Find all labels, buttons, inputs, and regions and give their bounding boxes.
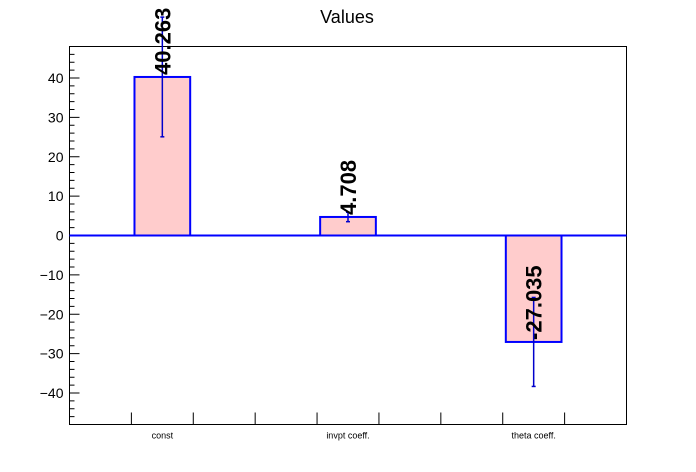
y-tick-label: −10 — [40, 267, 64, 283]
chart-title: Values — [320, 7, 374, 27]
value-label: 4.708 — [336, 160, 361, 215]
y-tick-label: −40 — [40, 385, 64, 401]
y-tick-label: 20 — [48, 149, 64, 165]
y-tick-label: 10 — [48, 188, 64, 204]
y-tick-label: 40 — [48, 70, 64, 86]
y-tick-label: −20 — [40, 306, 64, 322]
value-label: 40.263 — [150, 8, 175, 75]
y-axis: −40 −30 −20 −10 0 10 20 30 40 — [40, 46, 80, 425]
error-bars — [160, 16, 536, 388]
value-labels: 40.263 4.708 -27.035 — [150, 8, 546, 340]
x-tick-label: const — [152, 431, 174, 441]
y-tick-label: 0 — [56, 228, 64, 244]
x-tick-label: theta coeff. — [511, 431, 555, 441]
y-tick-label: −30 — [40, 346, 64, 362]
x-axis: const invpt coeff. theta coeff. — [130, 412, 566, 441]
value-label: -27.035 — [522, 265, 547, 340]
x-tick-label: invpt coeff. — [326, 431, 369, 441]
y-tick-label: 30 — [48, 109, 64, 125]
